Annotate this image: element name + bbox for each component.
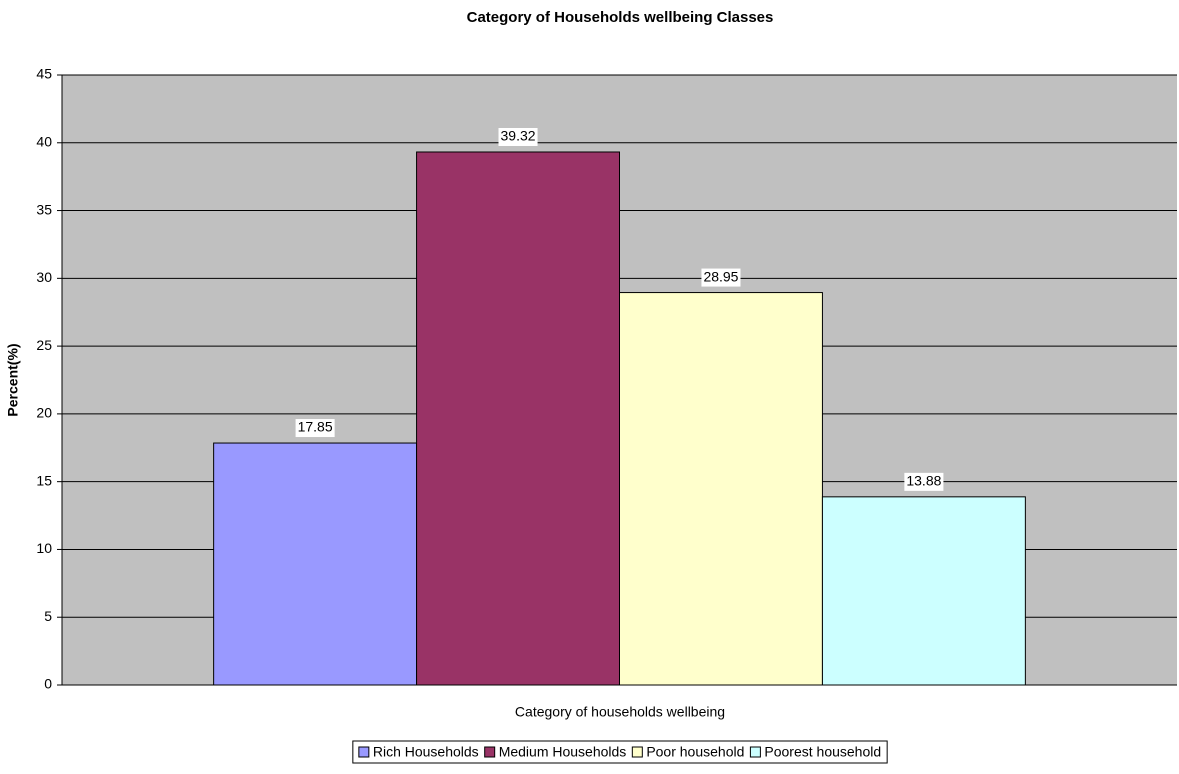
y-tick-label: 5	[44, 608, 52, 624]
y-axis-title: Percent(%)	[5, 343, 21, 416]
data-label-bg	[701, 268, 741, 287]
y-tick-label: 40	[36, 133, 52, 149]
legend-swatch	[358, 746, 370, 758]
legend-swatch	[484, 746, 496, 758]
bar	[213, 442, 418, 686]
data-label-bg	[498, 127, 538, 146]
y-tick-label: 30	[36, 269, 52, 285]
y-tick-label: 15	[36, 472, 52, 488]
data-label: 13.88	[906, 473, 941, 489]
legend-swatch	[749, 746, 761, 758]
legend-label: Medium Households	[499, 744, 627, 760]
y-tick-label: 45	[36, 66, 52, 82]
data-label-bg	[295, 419, 335, 438]
y-tick-label: 20	[36, 405, 52, 421]
y-tick-label: 25	[36, 337, 52, 353]
legend-swatch	[631, 746, 643, 758]
bar	[416, 151, 620, 686]
y-tick-label: 35	[36, 201, 52, 217]
legend-label: Rich Households	[373, 744, 479, 760]
legend-label: Poorest household	[764, 744, 881, 760]
legend-label: Poor household	[646, 744, 744, 760]
legend: Rich Households Medium Households Poor hou…	[352, 740, 888, 764]
y-tick-label: 0	[44, 676, 52, 692]
data-label: 28.95	[703, 268, 738, 284]
chart-title: Category of Households wellbeing Classes	[467, 9, 774, 26]
bar	[821, 496, 1026, 686]
x-axis-title: Category of households wellbeing	[515, 704, 725, 720]
y-tick-label: 10	[36, 540, 52, 556]
data-label: 17.85	[298, 419, 333, 435]
data-label-bg	[904, 472, 944, 491]
bar	[619, 292, 823, 686]
data-label: 39.32	[501, 128, 536, 144]
